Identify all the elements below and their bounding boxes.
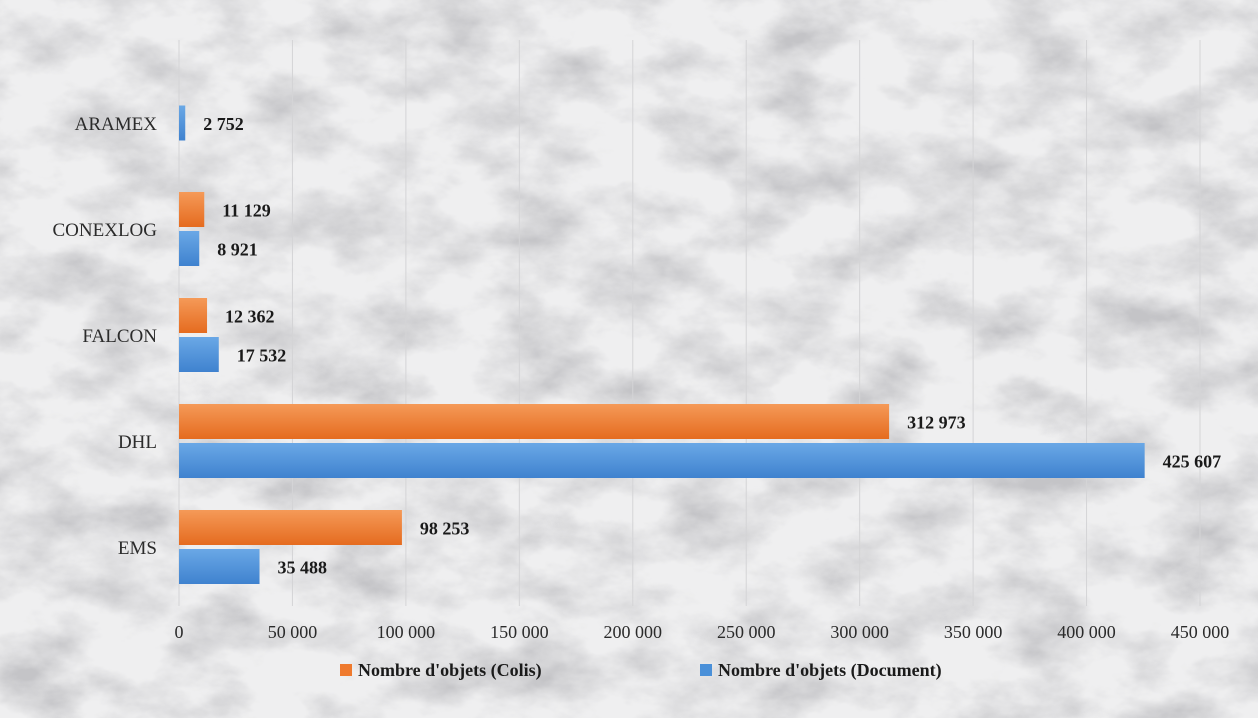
bar-document <box>179 231 200 266</box>
gridlines <box>178 40 1201 606</box>
x-tick-label: 50 000 <box>268 622 318 642</box>
category-label: CONEXLOG <box>53 220 158 241</box>
bar-colis <box>179 298 208 333</box>
legend-swatch-document <box>700 664 712 676</box>
x-tick-label: 150 000 <box>490 622 549 642</box>
bar-colis <box>179 510 402 545</box>
data-label-colis: 12 362 <box>225 307 275 327</box>
bars <box>179 105 1145 584</box>
x-tick-label: 0 <box>175 622 184 642</box>
bar-document <box>179 337 219 372</box>
x-tick-label: 350 000 <box>944 622 1003 642</box>
bar-document <box>179 443 1145 478</box>
category-label: FALCON <box>82 326 157 347</box>
legend-label-document: Nombre d'objets (Document) <box>718 660 942 681</box>
category-label: DHL <box>118 432 157 453</box>
x-tick-label: 400 000 <box>1057 622 1116 642</box>
data-label-colis: 11 129 <box>222 201 271 221</box>
bar-colis <box>179 192 205 227</box>
data-label-document: 425 607 <box>1163 452 1222 472</box>
x-tick-label: 450 000 <box>1171 622 1230 642</box>
x-tick-label: 250 000 <box>717 622 776 642</box>
data-label-colis: 98 253 <box>420 519 470 539</box>
labels: 0 50 000 100 000 150 000 200 000 250 000 300 0… <box>53 114 1230 642</box>
legend-swatch-colis <box>340 664 352 676</box>
bar-document <box>179 105 186 141</box>
category-label: EMS <box>118 538 157 559</box>
x-tick-label: 200 000 <box>604 622 663 642</box>
data-label-document: 8 921 <box>217 240 258 260</box>
x-tick-label: 100 000 <box>377 622 436 642</box>
legend: Nombre d'objets (Colis) Nombre d'objets (… <box>340 660 942 681</box>
data-label-document: 17 532 <box>237 346 286 366</box>
data-label-document: 35 488 <box>278 558 328 578</box>
data-label-colis: 312 973 <box>907 413 966 433</box>
bar-document <box>179 549 260 584</box>
data-label-document: 2 752 <box>203 114 244 134</box>
bar-colis <box>179 404 890 439</box>
category-label: ARAMEX <box>75 114 158 135</box>
x-tick-label: 300 000 <box>830 622 889 642</box>
legend-label-colis: Nombre d'objets (Colis) <box>358 660 542 681</box>
